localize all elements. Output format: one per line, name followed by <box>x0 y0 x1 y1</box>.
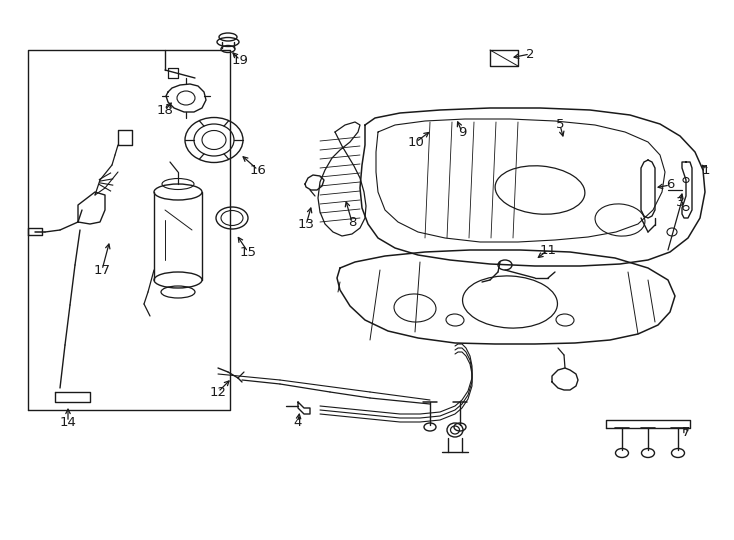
Text: 16: 16 <box>250 164 266 177</box>
Text: 4: 4 <box>294 415 302 429</box>
Text: 8: 8 <box>348 215 356 228</box>
Text: 7: 7 <box>682 426 690 438</box>
Text: 15: 15 <box>239 246 256 259</box>
Text: 2: 2 <box>526 48 534 60</box>
Text: 18: 18 <box>156 104 173 117</box>
Text: 14: 14 <box>59 415 76 429</box>
Text: 19: 19 <box>231 53 248 66</box>
Text: 1: 1 <box>702 164 711 177</box>
Text: 10: 10 <box>407 136 424 148</box>
Text: 9: 9 <box>458 125 466 138</box>
Text: 11: 11 <box>539 244 556 256</box>
Text: 3: 3 <box>676 195 684 208</box>
Text: 13: 13 <box>297 219 314 232</box>
Text: 12: 12 <box>209 386 227 399</box>
Text: 17: 17 <box>93 264 111 276</box>
Text: 5: 5 <box>556 118 564 132</box>
Text: 6: 6 <box>666 179 675 192</box>
